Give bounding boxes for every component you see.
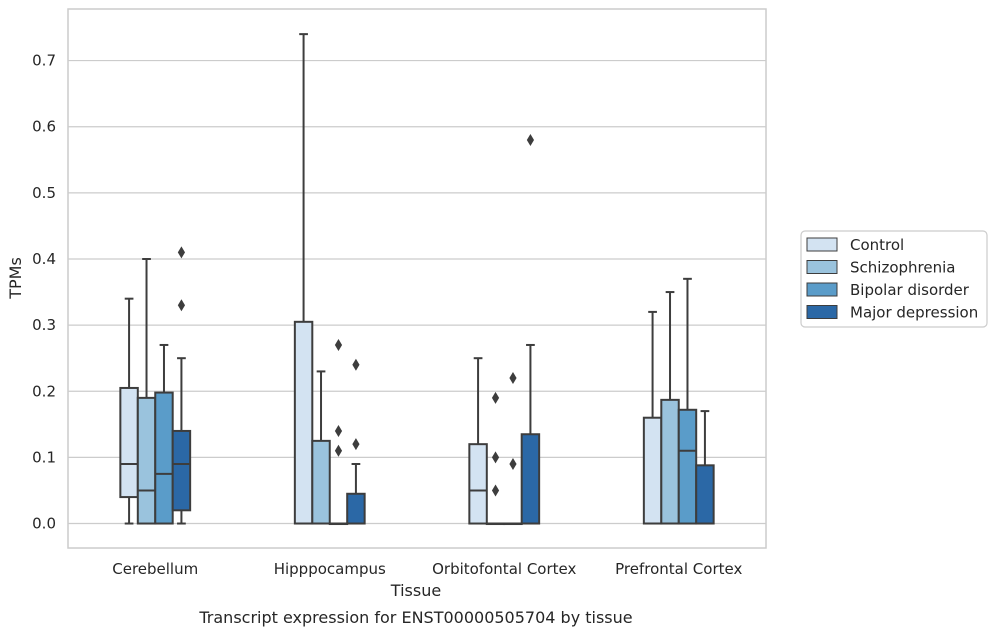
y-tick-label: 0.0 — [32, 515, 56, 533]
legend-label: Bipolar disorder — [850, 281, 970, 299]
legend-label: Control — [850, 236, 904, 254]
outlier-point — [352, 438, 360, 451]
box-group — [119, 246, 192, 525]
box-group — [293, 33, 366, 526]
outlier-point — [491, 484, 500, 497]
x-axis-label: Tissue — [390, 581, 441, 600]
outlier-point — [491, 391, 500, 404]
outlier-point — [334, 444, 343, 457]
y-tick-label: 0.5 — [32, 184, 56, 202]
outlier-point — [509, 372, 517, 385]
outlier-point — [177, 299, 186, 312]
box-group — [642, 277, 715, 525]
box — [293, 320, 314, 525]
y-tick-label: 0.6 — [32, 118, 56, 136]
plot-frame — [67, 8, 767, 549]
legend-swatch — [806, 282, 838, 297]
legend-swatch — [806, 260, 838, 274]
box — [136, 396, 157, 525]
legend: Control Schizophrenia Bipolar disorder Majo… — [800, 230, 988, 328]
outlier-point — [177, 246, 186, 259]
x-tick-label: Orbitofontal Cortex — [432, 560, 576, 578]
legend-swatch — [806, 237, 838, 252]
legend-label: Schizophrenia — [850, 259, 955, 277]
legend-swatch — [806, 305, 838, 319]
box — [677, 408, 698, 525]
y-tick-label: 0.1 — [32, 448, 56, 466]
x-tick-labels: Cerebellum Hipppocampus Orbitofontal Corte… — [112, 560, 742, 578]
box — [154, 391, 174, 525]
y-tick-label: 0.3 — [32, 316, 56, 334]
box — [311, 439, 331, 525]
y-axis-label: TPMs — [6, 257, 25, 300]
outlier-point — [526, 133, 535, 146]
outlier-point — [334, 338, 343, 351]
y-tick-labels: 0.0 0.1 0.2 0.3 0.4 0.5 0.6 0.7 — [32, 52, 56, 533]
outlier-point — [509, 458, 517, 471]
box — [642, 416, 663, 525]
box — [695, 464, 715, 525]
box-groups — [119, 33, 715, 526]
outlier-point — [491, 451, 500, 464]
box — [660, 398, 680, 525]
box — [346, 492, 366, 525]
x-tick-label: Prefrontal Cortex — [615, 560, 742, 578]
box-group — [468, 133, 541, 526]
legend-label: Major depression — [850, 304, 978, 322]
box — [171, 429, 192, 512]
x-tick-label: Cerebellum — [112, 560, 198, 578]
chart-caption: Transcript expression for ENST0000050570… — [198, 608, 632, 627]
outlier-point — [352, 358, 360, 371]
legend-frame — [800, 230, 988, 328]
box — [468, 443, 488, 525]
y-tick-label: 0.2 — [32, 382, 56, 400]
box — [119, 386, 139, 499]
x-tick-label: Hipppocampus — [274, 560, 386, 578]
box — [520, 433, 541, 525]
outlier-point — [334, 424, 343, 437]
y-tick-label: 0.7 — [32, 52, 56, 70]
y-tick-label: 0.4 — [32, 250, 56, 268]
